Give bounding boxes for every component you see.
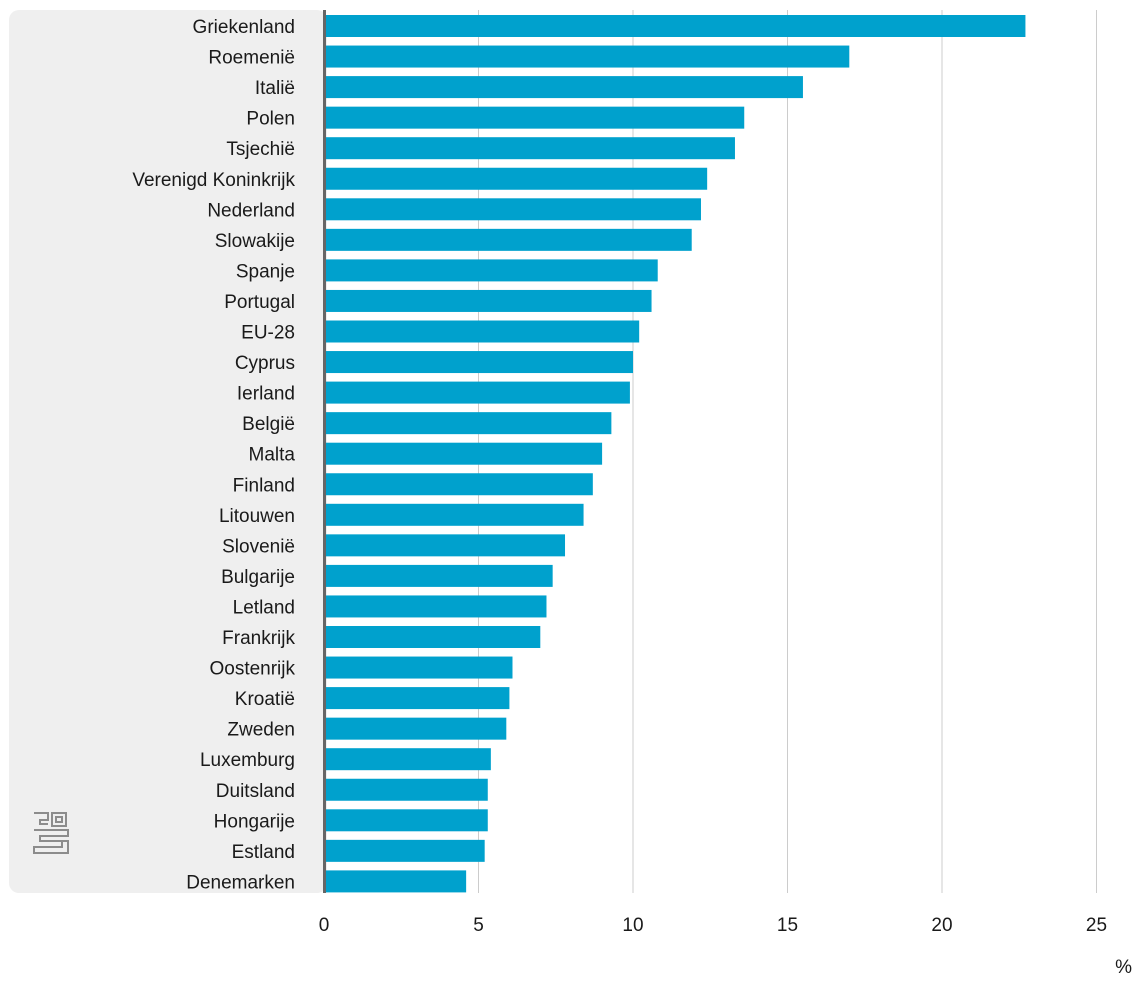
bar (325, 809, 488, 832)
bar (325, 748, 491, 771)
bar (325, 45, 850, 68)
x-tick-labels: 0 5 10 15 20 25 (319, 915, 1107, 936)
category-label: Italië (255, 78, 295, 99)
x-tick-label: 15 (777, 915, 798, 936)
bar (325, 76, 803, 99)
bar (325, 412, 612, 435)
category-label: Frankrijk (222, 628, 295, 649)
category-label: Verenigd Koninkrijk (132, 170, 295, 191)
category-label: Polen (246, 109, 295, 130)
x-unit-label: % (1115, 957, 1132, 978)
bar (325, 534, 566, 557)
category-label: Luxemburg (200, 750, 295, 771)
category-label: Ierland (237, 384, 295, 405)
bar (325, 106, 745, 129)
x-tick-label: 25 (1086, 915, 1107, 936)
x-tick-label: 5 (473, 915, 484, 936)
label-panel (9, 10, 327, 893)
category-label: Slowakije (215, 231, 295, 252)
bar (325, 473, 593, 496)
bar (325, 687, 510, 710)
bar (325, 198, 701, 221)
category-label: Oostenrijk (209, 659, 295, 680)
category-label: Denemarken (186, 872, 295, 893)
category-label: Griekenland (193, 17, 295, 38)
bar (325, 503, 584, 526)
category-label: Malta (249, 445, 296, 466)
cbs-logo-icon (33, 812, 69, 854)
bar (325, 320, 640, 343)
category-label: Estland (232, 842, 295, 863)
category-label: Nederland (207, 200, 295, 221)
category-label: Zweden (227, 720, 295, 741)
category-label: Duitsland (216, 781, 295, 802)
bar (325, 626, 541, 648)
category-label: Portugal (224, 292, 295, 313)
category-label: Kroatië (235, 689, 295, 710)
category-label: België (242, 414, 295, 435)
x-tick-label: 10 (622, 915, 643, 936)
bar (325, 717, 507, 740)
bar (325, 778, 488, 801)
category-label: Roemenië (208, 48, 295, 69)
category-label: Bulgarije (221, 567, 295, 588)
bar (325, 870, 467, 893)
bar (325, 15, 1026, 37)
bar (325, 442, 603, 465)
bar (325, 137, 735, 160)
category-label: Hongarije (214, 811, 295, 832)
category-label: Letland (233, 597, 295, 618)
bar (325, 595, 547, 618)
category-labels: Griekenland Roemenië Italië Polen Tsjechië Ve… (132, 17, 295, 893)
bar (325, 167, 708, 190)
category-label: Cyprus (235, 353, 295, 374)
category-label: Spanje (236, 261, 295, 282)
category-label: Finland (233, 475, 295, 496)
x-tick-label: 0 (319, 915, 330, 936)
bar (325, 656, 513, 679)
category-label: Slovenië (222, 536, 295, 557)
bar (325, 259, 658, 282)
bars (325, 15, 1026, 893)
category-label: Litouwen (219, 506, 295, 527)
category-label: Tsjechië (226, 139, 295, 160)
category-label: EU-28 (241, 323, 295, 344)
bar (325, 289, 652, 312)
bar (325, 839, 485, 862)
x-tick-label: 20 (931, 915, 952, 936)
bar (325, 564, 553, 587)
bar (325, 381, 630, 404)
bar (325, 351, 633, 374)
bar (325, 228, 692, 251)
